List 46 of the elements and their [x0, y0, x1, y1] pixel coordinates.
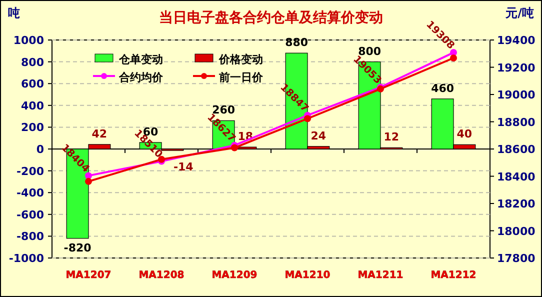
y-tick-label: -600	[16, 208, 44, 222]
y2-tick-label: 18400	[497, 170, 536, 184]
y-tick-label: 800	[21, 56, 44, 69]
y2-tick-label: 19000	[497, 88, 536, 102]
data-label: 460	[431, 82, 454, 95]
point	[85, 178, 92, 185]
point	[450, 54, 457, 62]
x-tick-label: MA1211	[358, 270, 404, 281]
point	[304, 115, 311, 122]
y-tick-label: 200	[21, 121, 44, 134]
legend-label: 前一日价	[218, 71, 264, 84]
y2-axis-title: 元/吨	[504, 6, 534, 20]
data-label: 40	[456, 128, 472, 141]
y-tick-label: 600	[21, 78, 44, 91]
data-label: 880	[285, 36, 308, 50]
legend-label: 合约均价	[118, 71, 164, 84]
data-label: -14	[173, 160, 194, 174]
point	[85, 172, 92, 180]
y2-tick-label: 19400	[497, 34, 536, 47]
data-label: 12	[384, 130, 400, 144]
y2-tick-label: 19200	[497, 61, 536, 74]
y-axis-title: 吨	[8, 6, 20, 20]
chart-title: 当日电子盘各合约仓单及结算价变动	[159, 9, 383, 26]
y-tick-label: -800	[16, 230, 44, 244]
legend-label: 价格变动	[218, 53, 263, 66]
data-label: 42	[92, 127, 108, 140]
y-tick-label: -400	[16, 186, 44, 200]
x-tick-label: MA1208	[138, 270, 184, 281]
y-tick-label: -1000	[8, 252, 44, 265]
x-tick-label: MA1209	[212, 270, 258, 281]
data-label: 24	[310, 129, 326, 142]
data-label: -820	[64, 241, 92, 254]
point	[231, 144, 238, 152]
y-tick-label: 400	[21, 99, 44, 112]
y-tick-label: 1000	[13, 34, 44, 47]
y2-tick-label: 17800	[497, 252, 536, 265]
y2-tick-label: 18200	[497, 198, 536, 210]
y-tick-label: -200	[16, 164, 44, 178]
y2-tick-label: 18000	[497, 224, 536, 238]
x-tick-label: MA1210	[284, 270, 330, 281]
y2-tick-label: 18800	[497, 116, 536, 129]
legend-label: 仓单变动	[118, 53, 163, 66]
y-tick-label: 0	[36, 143, 44, 156]
x-tick-label: MA1207	[66, 270, 112, 281]
x-tick-label: MA1212	[430, 270, 476, 281]
y2-tick-label: 18600	[497, 143, 536, 156]
